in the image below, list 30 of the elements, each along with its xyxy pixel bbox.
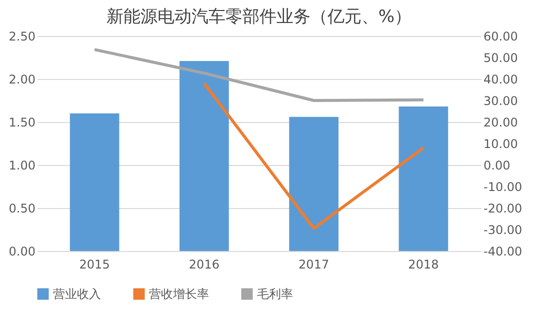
legend-label: 营收增长率 bbox=[149, 287, 209, 301]
chart-title: 新能源电动汽车零部件业务（亿元、%） bbox=[106, 7, 412, 27]
y2-tick-label: -10.00 bbox=[484, 180, 522, 194]
legend-label: 毛利率 bbox=[257, 287, 293, 301]
y-tick-label: 2.50 bbox=[8, 30, 36, 44]
bar bbox=[180, 60, 229, 251]
legend-label: 营业收入 bbox=[53, 287, 101, 301]
x-tick-label: 2015 bbox=[79, 258, 110, 272]
y2-tick-label: -40.00 bbox=[484, 244, 522, 258]
y2-tick-label: -20.00 bbox=[484, 202, 522, 216]
y-tick-label: 1.00 bbox=[8, 158, 36, 172]
y-tick-label: 1.50 bbox=[8, 116, 36, 130]
bar bbox=[70, 113, 120, 251]
bar bbox=[398, 106, 448, 251]
y-tick-label: 0.50 bbox=[8, 202, 36, 216]
y-tick-label: 2.00 bbox=[8, 72, 36, 86]
y2-tick-label: 40.00 bbox=[484, 72, 518, 86]
x-tick-label: 2017 bbox=[298, 258, 330, 272]
y2-tick-label: 50.00 bbox=[484, 51, 518, 65]
line-series bbox=[93, 48, 425, 102]
y-tick-label: 0.00 bbox=[8, 244, 36, 258]
x-tick-label: 2018 bbox=[408, 258, 439, 272]
x-tick-label: 2016 bbox=[188, 258, 220, 272]
y2-tick-label: -30.00 bbox=[484, 223, 522, 237]
y2-tick-label: 30.00 bbox=[484, 94, 518, 108]
y2-tick-label: 60.00 bbox=[484, 30, 518, 44]
y2-tick-label: 0.00 bbox=[484, 158, 510, 172]
y2-tick-label: 20.00 bbox=[484, 116, 518, 130]
y2-tick-label: 10.00 bbox=[484, 137, 518, 151]
bar bbox=[289, 116, 338, 251]
